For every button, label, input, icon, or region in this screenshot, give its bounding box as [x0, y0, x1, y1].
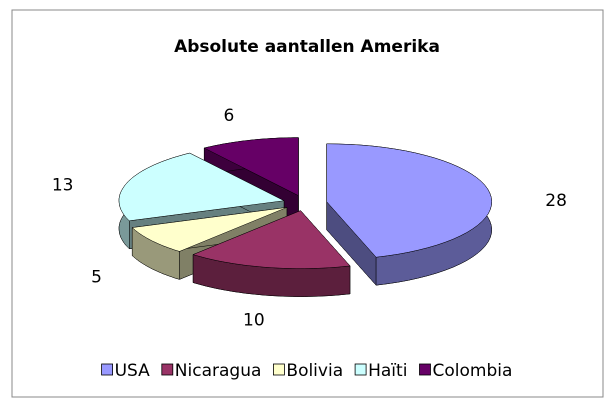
data-label: 6: [224, 106, 235, 126]
legend-label: Nicaragua: [175, 361, 262, 381]
data-label: 28: [545, 191, 567, 211]
legend-label: Colombia: [433, 361, 513, 381]
legend-label: Haïti: [368, 361, 407, 381]
slice-top: [326, 143, 492, 258]
slice-top: [131, 207, 287, 252]
legend-label: USA: [115, 361, 151, 381]
legend-swatch: [272, 363, 285, 376]
legend-item: Nicaragua: [161, 361, 262, 381]
data-label: 10: [243, 311, 265, 331]
legend-swatch: [419, 363, 431, 376]
pie-slice: [326, 143, 492, 286]
legend-swatch: [101, 363, 113, 376]
data-label: 5: [91, 267, 102, 287]
legend-item: Colombia: [419, 361, 513, 381]
legend-item: Haïti: [354, 361, 407, 381]
chart-title: Absolute aantallen Amerika: [174, 37, 440, 57]
slice-top: [203, 137, 299, 197]
legend-item: USA: [101, 361, 151, 381]
legend-swatch: [354, 363, 367, 376]
slice-top: [192, 210, 351, 269]
legend-label: Bolivia: [286, 361, 343, 381]
legend-swatch: [161, 363, 174, 376]
chart-border: [11, 9, 604, 398]
pie-slice: [192, 209, 351, 297]
legend-item: Bolivia: [272, 361, 343, 381]
data-label: 13: [52, 175, 74, 195]
slice-top: [118, 152, 285, 222]
